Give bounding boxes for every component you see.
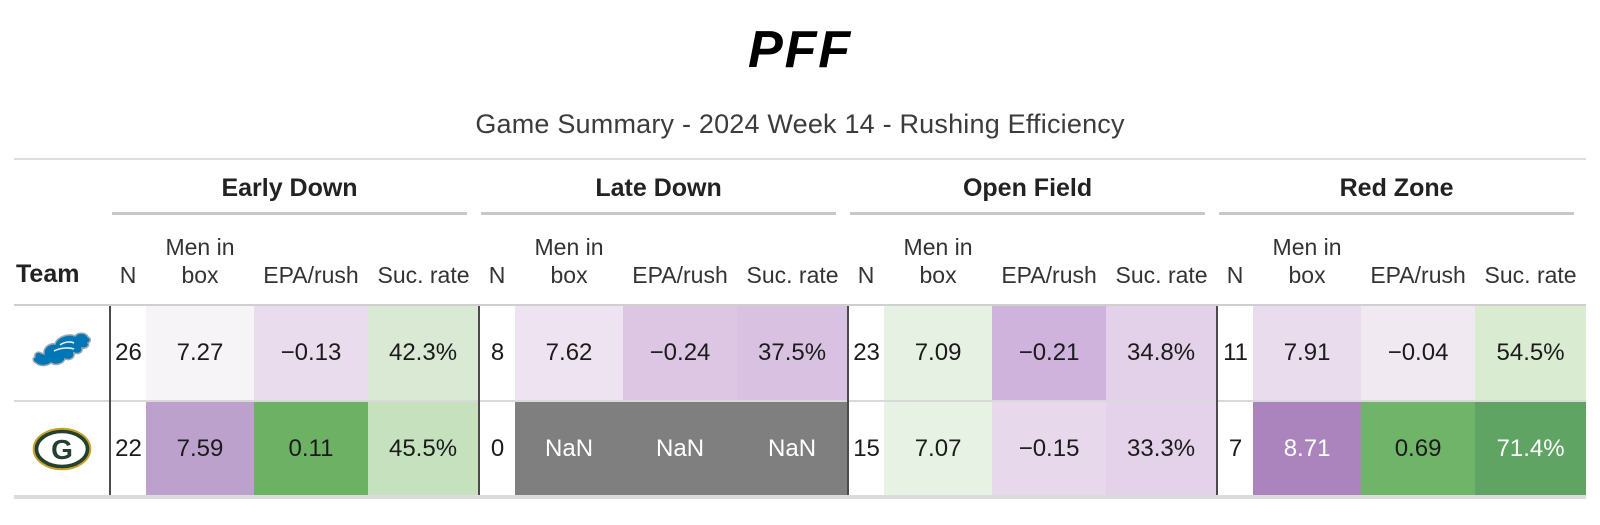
group-label-early-down: Early Down	[112, 170, 468, 215]
cell-packers-early-n: 22	[109, 400, 146, 499]
column-header-early-suc-rate: Suc. rate	[368, 215, 480, 306]
page-title: Game Summary - 2024 Week 14 - Rushing Ef…	[475, 109, 1125, 139]
column-header-redzone-suc-rate: Suc. rate	[1475, 215, 1587, 306]
cell-lions-early-men-in-box: 7.27	[146, 305, 254, 401]
rushing-efficiency-table: Early Down Late Down Open Field Red Zone…	[14, 158, 1587, 499]
cell-lions-early-suc-rate: 42.3%	[368, 305, 480, 401]
cell-lions-early-n: 26	[109, 305, 146, 401]
cell-packers-early-suc-rate: 45.5%	[368, 400, 480, 499]
svg-text:G: G	[51, 434, 73, 465]
table-row-packers: G 22 7.59 0.11 45.5% 0 NaN NaN NaN 15 7.…	[14, 400, 1587, 499]
column-header-row: Team N Men in box EPA/rush Suc. rate N M…	[14, 215, 1587, 306]
cell-lions-open-men-in-box: 7.09	[884, 305, 993, 401]
cell-lions-late-n: 8	[478, 305, 516, 401]
cell-packers-open-epa-rush: −0.15	[992, 400, 1107, 499]
group-header-row: Early Down Late Down Open Field Red Zone	[14, 159, 1586, 215]
cell-packers-redzone-men-in-box: 8.71	[1253, 400, 1362, 499]
cell-lions-open-epa-rush: −0.21	[992, 305, 1107, 401]
cell-lions-redzone-n: 11	[1216, 305, 1254, 401]
team-cell-packers: G	[14, 400, 110, 499]
pff-logo: PFF	[748, 24, 852, 78]
column-header-team: Team	[14, 215, 110, 306]
group-header-late-down: Late Down	[479, 159, 848, 215]
column-header-open-men-in-box: Men in box	[884, 215, 993, 306]
cell-packers-early-epa-rush: 0.11	[254, 400, 368, 499]
cell-packers-late-n: 0	[478, 400, 516, 499]
column-header-early-men-in-box: Men in box	[146, 215, 254, 306]
cell-lions-late-men-in-box: 7.62	[515, 305, 624, 401]
cell-lions-open-n: 23	[847, 305, 885, 401]
cell-packers-late-epa-rush: NaN	[623, 400, 738, 499]
cell-packers-late-men-in-box: NaN	[515, 400, 624, 499]
cell-packers-open-suc-rate: 33.3%	[1106, 400, 1218, 499]
team-cell-lions	[14, 305, 110, 401]
group-label-late-down: Late Down	[481, 170, 837, 215]
group-header-early-down: Early Down	[110, 159, 479, 215]
group-label-red-zone: Red Zone	[1219, 170, 1575, 215]
column-header-late-n: N	[479, 215, 516, 306]
cell-packers-open-n: 15	[847, 400, 885, 499]
table-row-lions: 26 7.27 −0.13 42.3% 8 7.62 −0.24 37.5% 2…	[14, 305, 1587, 401]
cell-packers-redzone-epa-rush: 0.69	[1361, 400, 1476, 499]
cell-packers-open-men-in-box: 7.07	[884, 400, 993, 499]
pff-logo-text: PFF	[748, 24, 852, 78]
cell-lions-late-suc-rate: 37.5%	[737, 305, 849, 401]
cell-lions-late-epa-rush: −0.24	[623, 305, 738, 401]
cell-lions-redzone-men-in-box: 7.91	[1253, 305, 1362, 401]
packers-logo-icon: G	[32, 427, 91, 470]
column-header-late-epa-rush: EPA/rush	[623, 215, 738, 306]
group-header-spacer	[14, 159, 110, 215]
brand-header: PFF	[0, 0, 1600, 83]
cell-lions-redzone-epa-rush: −0.04	[1361, 305, 1476, 401]
group-header-red-zone: Red Zone	[1217, 159, 1586, 215]
column-header-late-men-in-box: Men in box	[515, 215, 624, 306]
lions-logo-icon	[31, 332, 91, 367]
group-label-open-field: Open Field	[850, 170, 1206, 215]
cell-packers-late-suc-rate: NaN	[737, 400, 849, 499]
column-header-open-epa-rush: EPA/rush	[992, 215, 1107, 306]
column-header-open-n: N	[848, 215, 885, 306]
cell-lions-open-suc-rate: 34.8%	[1106, 305, 1218, 401]
cell-packers-redzone-n: 7	[1216, 400, 1254, 499]
cell-packers-early-men-in-box: 7.59	[146, 400, 254, 499]
cell-lions-early-epa-rush: −0.13	[254, 305, 368, 401]
cell-lions-redzone-suc-rate: 54.5%	[1475, 305, 1587, 401]
column-header-redzone-n: N	[1217, 215, 1254, 306]
column-header-early-n: N	[110, 215, 146, 306]
column-header-redzone-men-in-box: Men in box	[1253, 215, 1362, 306]
column-header-late-suc-rate: Suc. rate	[737, 215, 849, 306]
column-header-open-suc-rate: Suc. rate	[1106, 215, 1218, 306]
column-header-early-epa-rush: EPA/rush	[254, 215, 368, 306]
column-header-redzone-epa-rush: EPA/rush	[1361, 215, 1476, 306]
group-header-open-field: Open Field	[848, 159, 1217, 215]
cell-packers-redzone-suc-rate: 71.4%	[1475, 400, 1587, 499]
